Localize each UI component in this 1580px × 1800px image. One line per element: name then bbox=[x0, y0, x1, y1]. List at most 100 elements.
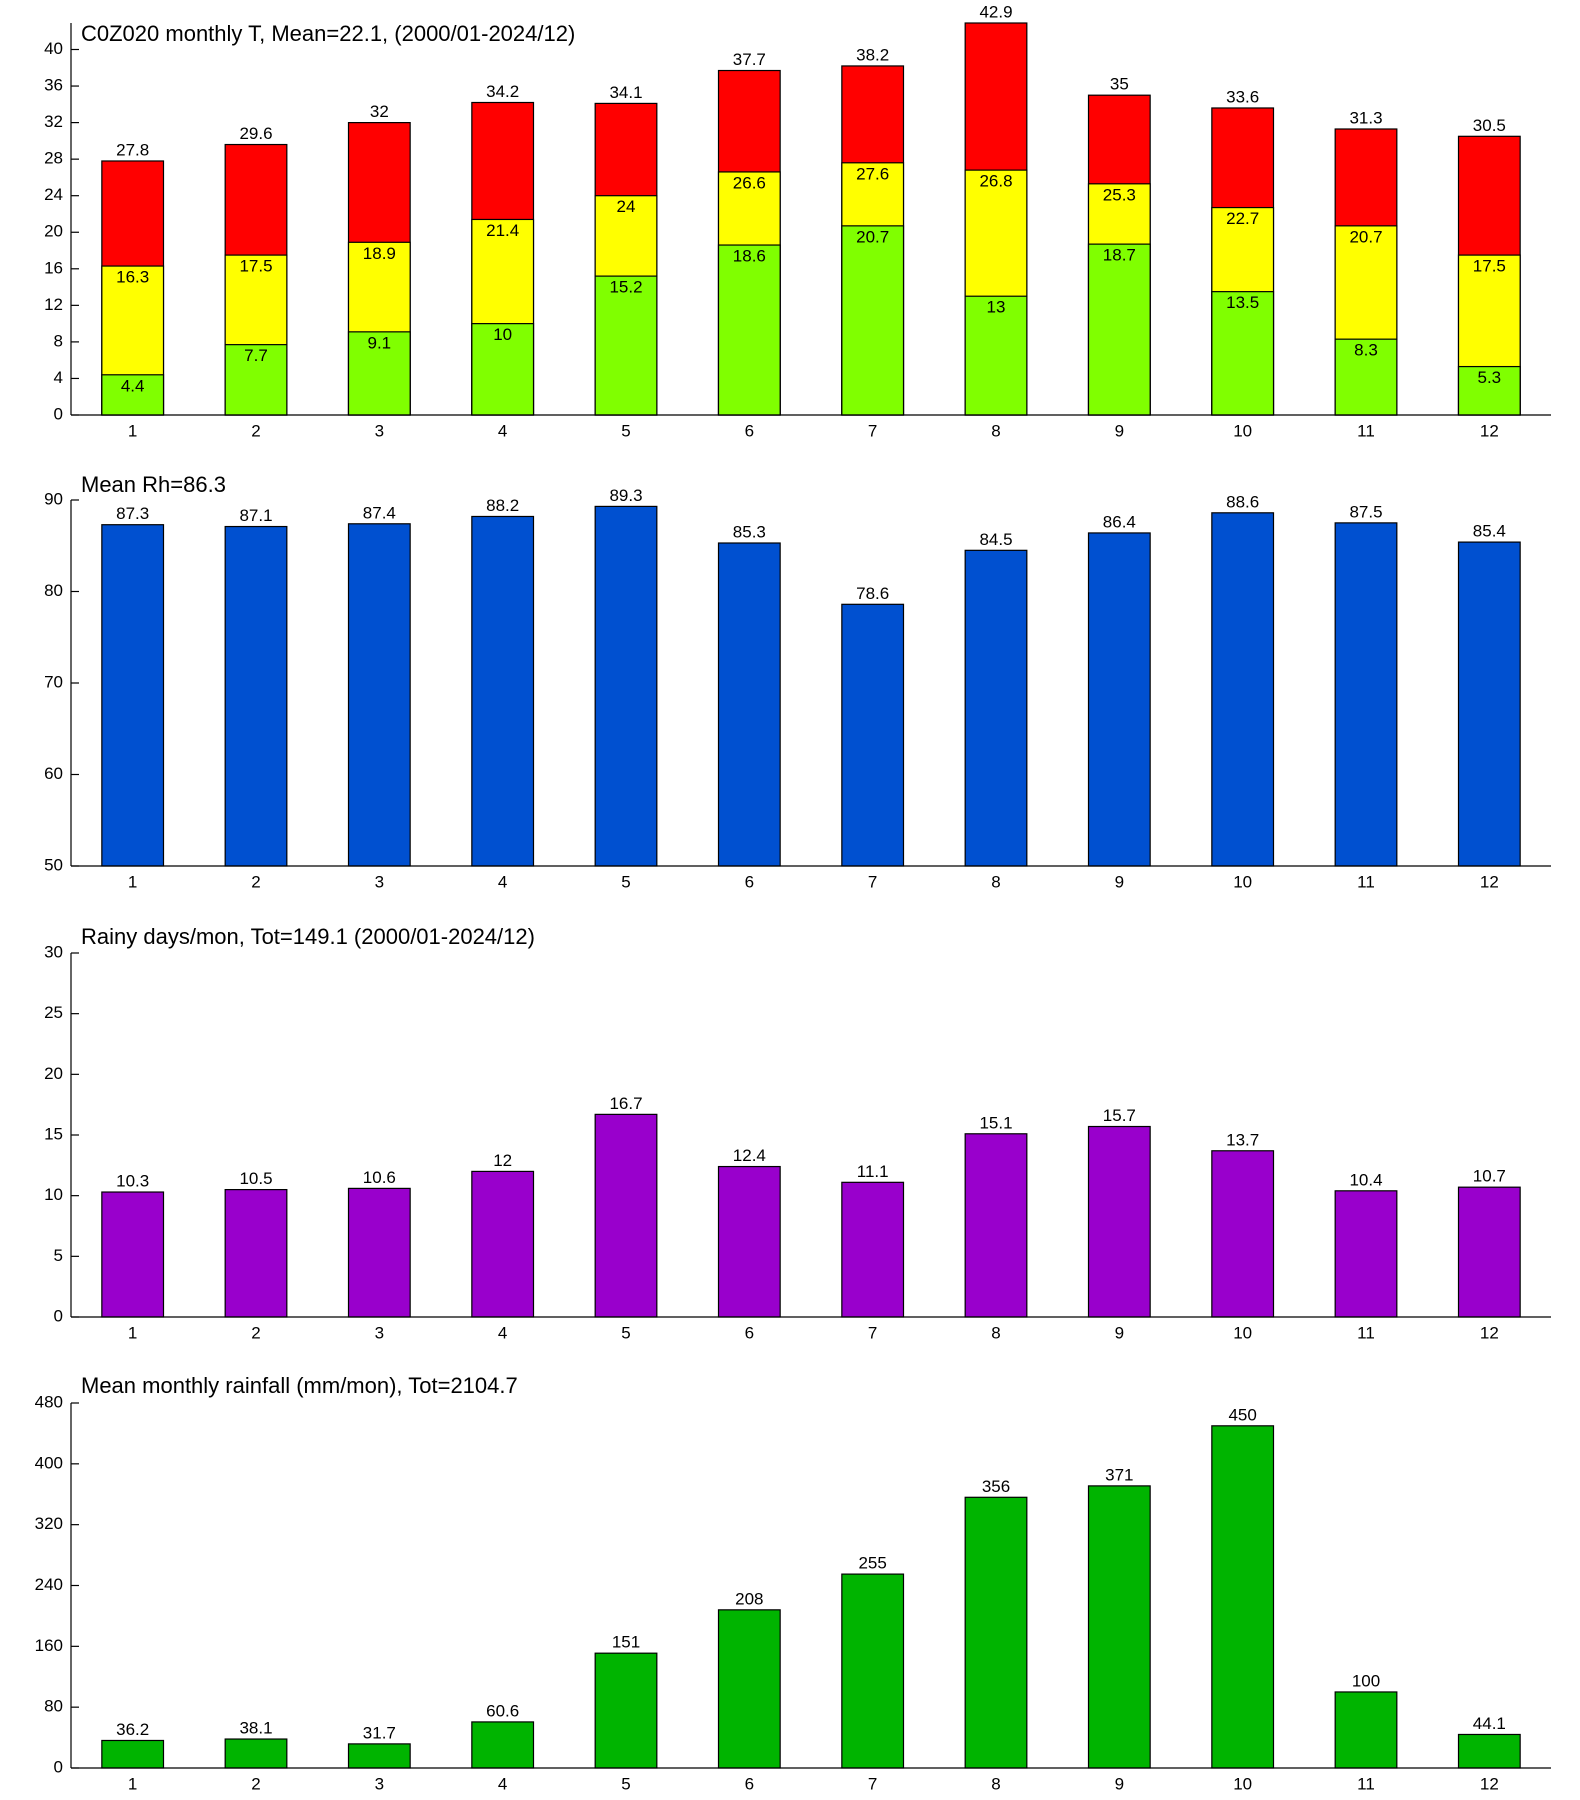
data-label: 78.6 bbox=[856, 584, 889, 603]
data-label: 85.3 bbox=[733, 522, 766, 541]
bar bbox=[471, 1721, 535, 1769]
data-label: 15.1 bbox=[979, 1113, 1012, 1132]
data-label: 24 bbox=[617, 197, 636, 216]
bar bbox=[347, 1743, 411, 1769]
y-tick-label: 70 bbox=[44, 672, 63, 691]
data-label: 356 bbox=[982, 1477, 1010, 1496]
y-tick-label: 80 bbox=[44, 1697, 63, 1716]
data-label: 10.7 bbox=[1473, 1167, 1506, 1186]
y-tick-label: 80 bbox=[44, 581, 63, 600]
x-tick-label: 5 bbox=[621, 1323, 630, 1342]
data-label: 31.3 bbox=[1349, 108, 1382, 127]
bar bbox=[841, 1573, 905, 1769]
data-label: 20.7 bbox=[856, 227, 889, 246]
x-tick-label: 12 bbox=[1480, 421, 1499, 440]
y-tick-label: 20 bbox=[44, 222, 63, 241]
data-label: 100 bbox=[1352, 1671, 1380, 1690]
bar bbox=[841, 225, 905, 416]
data-label: 5.3 bbox=[1478, 368, 1502, 387]
bar bbox=[964, 1133, 1028, 1318]
x-tick-label: 9 bbox=[1115, 421, 1124, 440]
y-tick-label: 50 bbox=[44, 855, 63, 874]
bar bbox=[964, 1496, 1028, 1769]
x-tick-label: 12 bbox=[1480, 1323, 1499, 1342]
data-label: 27.8 bbox=[116, 140, 149, 159]
data-label: 34.1 bbox=[609, 83, 642, 102]
x-tick-label: 5 bbox=[621, 421, 630, 440]
bar bbox=[717, 1609, 781, 1769]
data-label: 13.5 bbox=[1226, 293, 1259, 312]
data-label: 42.9 bbox=[979, 2, 1012, 21]
data-label: 17.5 bbox=[1473, 257, 1506, 276]
bar bbox=[1334, 1691, 1398, 1769]
y-tick-label: 30 bbox=[44, 942, 63, 961]
x-tick-label: 11 bbox=[1357, 1323, 1375, 1342]
y-tick-label: 240 bbox=[35, 1575, 63, 1594]
y-tick-label: 40 bbox=[44, 39, 63, 58]
x-tick-label: 11 bbox=[1357, 421, 1375, 440]
x-tick-label: 9 bbox=[1115, 1323, 1124, 1342]
data-label: 15.2 bbox=[609, 278, 642, 297]
y-tick-label: 0 bbox=[54, 404, 63, 423]
x-tick-label: 1 bbox=[128, 1323, 137, 1342]
bar bbox=[1211, 1425, 1275, 1769]
x-tick-label: 1 bbox=[128, 421, 137, 440]
data-label: 13 bbox=[987, 298, 1006, 317]
x-tick-label: 6 bbox=[745, 872, 754, 891]
y-tick-label: 25 bbox=[44, 1003, 63, 1022]
y-tick-label: 90 bbox=[44, 489, 63, 508]
x-tick-label: 8 bbox=[991, 1774, 1000, 1793]
data-label: 13.7 bbox=[1226, 1130, 1259, 1149]
x-tick-label: 2 bbox=[251, 872, 260, 891]
x-tick-label: 8 bbox=[991, 872, 1000, 891]
data-label: 27.6 bbox=[856, 164, 889, 183]
data-label: 32 bbox=[370, 102, 389, 121]
data-label: 16.3 bbox=[116, 268, 149, 287]
chart-title: Mean monthly rainfall (mm/mon), Tot=2104… bbox=[81, 1373, 518, 1398]
bar bbox=[101, 374, 165, 416]
bar bbox=[1087, 243, 1151, 416]
data-label: 8.3 bbox=[1354, 341, 1378, 360]
x-tick-label: 10 bbox=[1233, 1774, 1252, 1793]
bar bbox=[224, 1188, 288, 1318]
bar bbox=[1334, 1190, 1398, 1318]
data-label: 10.3 bbox=[116, 1172, 149, 1191]
bar bbox=[101, 524, 165, 867]
data-label: 17.5 bbox=[239, 257, 272, 276]
data-label: 30.5 bbox=[1473, 116, 1506, 135]
data-label: 371 bbox=[1105, 1465, 1133, 1484]
bar bbox=[347, 1187, 411, 1318]
data-label: 255 bbox=[858, 1554, 886, 1573]
y-tick-label: 36 bbox=[44, 76, 63, 95]
data-label: 34.2 bbox=[486, 82, 519, 101]
bar bbox=[594, 275, 658, 416]
x-tick-label: 5 bbox=[621, 872, 630, 891]
data-label: 31.7 bbox=[363, 1723, 396, 1742]
x-tick-label: 7 bbox=[868, 1774, 877, 1793]
x-tick-label: 3 bbox=[375, 1323, 384, 1342]
data-label: 89.3 bbox=[609, 486, 642, 505]
data-label: 4.4 bbox=[121, 376, 145, 395]
data-label: 10 bbox=[493, 325, 512, 344]
x-tick-label: 3 bbox=[375, 1774, 384, 1793]
bar bbox=[347, 331, 411, 416]
data-label: 35 bbox=[1110, 75, 1129, 94]
y-tick-label: 20 bbox=[44, 1064, 63, 1083]
data-label: 208 bbox=[735, 1589, 763, 1608]
x-tick-label: 6 bbox=[745, 421, 754, 440]
data-label: 88.6 bbox=[1226, 492, 1259, 511]
data-label: 87.3 bbox=[116, 504, 149, 523]
data-label: 85.4 bbox=[1473, 522, 1506, 541]
x-tick-label: 2 bbox=[251, 421, 260, 440]
y-tick-label: 0 bbox=[54, 1757, 63, 1776]
bar bbox=[1087, 532, 1151, 867]
data-label: 88.2 bbox=[486, 496, 519, 515]
y-tick-label: 24 bbox=[44, 185, 63, 204]
data-label: 25.3 bbox=[1103, 185, 1136, 204]
x-tick-label: 12 bbox=[1480, 872, 1499, 891]
bar bbox=[1211, 1150, 1275, 1318]
data-label: 37.7 bbox=[733, 50, 766, 69]
y-tick-label: 8 bbox=[54, 331, 63, 350]
bar bbox=[1334, 522, 1398, 867]
bar bbox=[1087, 1125, 1151, 1318]
